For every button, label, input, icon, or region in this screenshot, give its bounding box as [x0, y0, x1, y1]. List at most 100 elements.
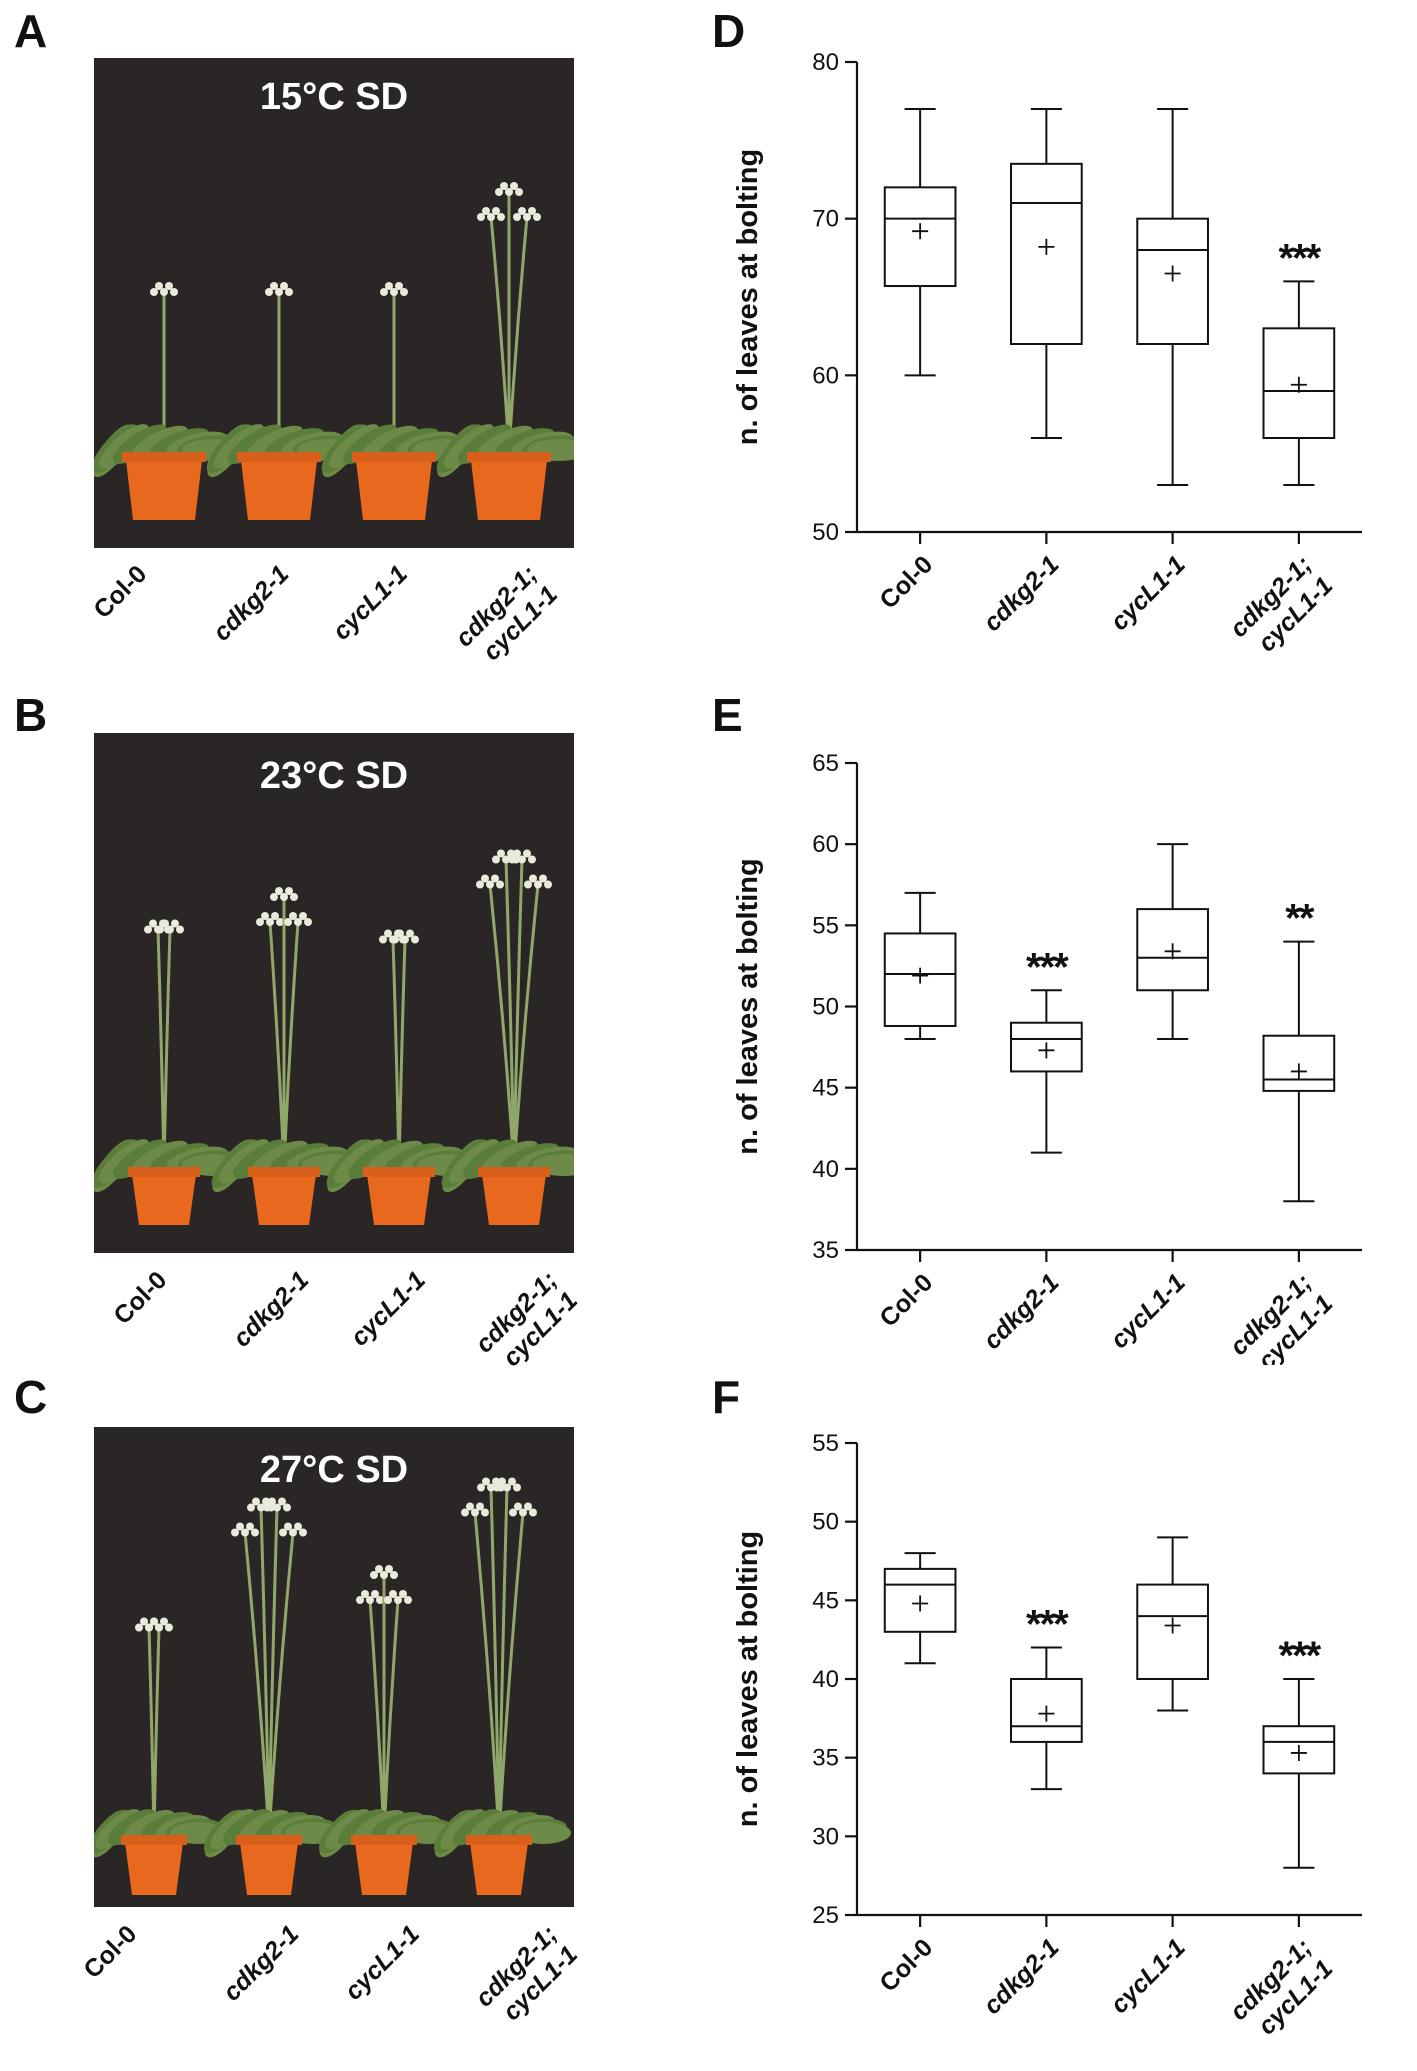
y-tick-label: 80 [812, 49, 839, 76]
x-tick-label: Col-0 [874, 1268, 938, 1332]
flower [528, 207, 536, 215]
plant-0 [94, 282, 245, 520]
flower [481, 874, 489, 883]
flower [396, 929, 404, 938]
flower [395, 282, 403, 290]
flower [476, 1502, 484, 1511]
flower [155, 282, 163, 290]
significance-label: *** [1279, 236, 1322, 280]
flower [529, 874, 537, 883]
flower [176, 925, 184, 934]
box-0 [883, 1552, 957, 1665]
flower [411, 935, 419, 944]
flower [492, 855, 500, 864]
condition-label: 15°C SD [259, 76, 409, 118]
flower [270, 282, 278, 290]
flower [366, 1596, 374, 1604]
y-tick-label: 45 [812, 1075, 839, 1102]
flower [150, 1617, 158, 1626]
stem [368, 1599, 386, 1836]
flower [283, 1503, 291, 1512]
y-axis-label: n. of leaves at bolting [732, 858, 764, 1155]
y-tick-label: 50 [812, 1509, 839, 1536]
flower [247, 1503, 255, 1512]
plant-2 [318, 1565, 456, 1895]
panel-letter-d: D [712, 5, 746, 57]
x-tick-label: Col-0 [874, 550, 938, 614]
panel-letter-c: C [14, 1371, 48, 1423]
flower [270, 893, 278, 901]
flower [384, 1596, 392, 1604]
flower [544, 880, 552, 889]
boxplot-chart-d: 50 60 70 80 n. of leaves at bolting Col-0 cdkg… [732, 49, 1362, 657]
pot-rim [236, 1835, 302, 1845]
flower [371, 1590, 379, 1598]
stem [268, 921, 286, 1168]
flower [160, 1617, 168, 1626]
genotype-label: cdkg2-1 [217, 1920, 305, 2007]
flower [399, 1590, 407, 1598]
stem [162, 929, 172, 1168]
pot [125, 452, 203, 520]
flower [304, 918, 312, 926]
flower [356, 1596, 364, 1604]
flower [523, 213, 531, 221]
stem [512, 859, 524, 1168]
flower [279, 1528, 287, 1537]
flower [502, 855, 510, 864]
flower [289, 912, 297, 920]
plant-illustration [94, 182, 574, 520]
flower [161, 919, 169, 928]
pot [124, 1835, 184, 1895]
box-3: *** [1262, 236, 1336, 486]
pot [354, 1835, 414, 1895]
photo-27c: 27°C SD [94, 1427, 574, 1907]
plant-0 [94, 919, 245, 1225]
x-tick-label-line: cycL1-1 [1105, 1933, 1191, 2019]
flower [404, 1596, 412, 1604]
flower [376, 1596, 384, 1604]
stem [488, 884, 516, 1168]
flower [487, 1483, 495, 1492]
x-tick-label-line: Col-0 [874, 1933, 938, 1997]
y-tick-label: 45 [812, 1587, 839, 1614]
box-1 [1010, 108, 1083, 439]
flower [171, 919, 179, 928]
stem [259, 1507, 271, 1836]
box-0 [883, 108, 957, 377]
flower [170, 288, 178, 296]
pot-rim [467, 452, 551, 462]
pot-rim [122, 452, 206, 462]
genotype-label: cdkg2-1; cycL1-1 [450, 560, 564, 667]
flower [477, 213, 485, 221]
flower [135, 1623, 143, 1632]
flower [284, 1522, 292, 1531]
flower [285, 887, 293, 895]
stem [397, 939, 407, 1168]
box-2 [1136, 1536, 1209, 1712]
stem [512, 884, 540, 1168]
flower [406, 929, 414, 938]
flower [491, 874, 499, 883]
flower [380, 288, 388, 296]
x-tick-label-line: cdkg2-1 [978, 1268, 1065, 1355]
plant-1 [206, 282, 360, 520]
box-1: *** [1010, 945, 1083, 1154]
flower [498, 1477, 506, 1486]
flower [507, 849, 515, 858]
plant-illustration [94, 849, 574, 1225]
flower [276, 918, 284, 926]
flower [492, 207, 500, 215]
stem [282, 921, 300, 1168]
x-tick-label: cdkg2-1;cycL1-1 [1225, 1933, 1339, 2047]
x-tick-label-line: cdkg2-1 [978, 1933, 1065, 2020]
flower [251, 1528, 259, 1537]
stem [473, 1512, 501, 1836]
pot [481, 1167, 547, 1225]
flower [401, 935, 409, 944]
flower [515, 188, 523, 196]
stem [382, 1599, 400, 1836]
y-tick-label: 60 [812, 831, 839, 858]
box-0 [883, 891, 957, 1040]
pot [131, 1167, 197, 1225]
